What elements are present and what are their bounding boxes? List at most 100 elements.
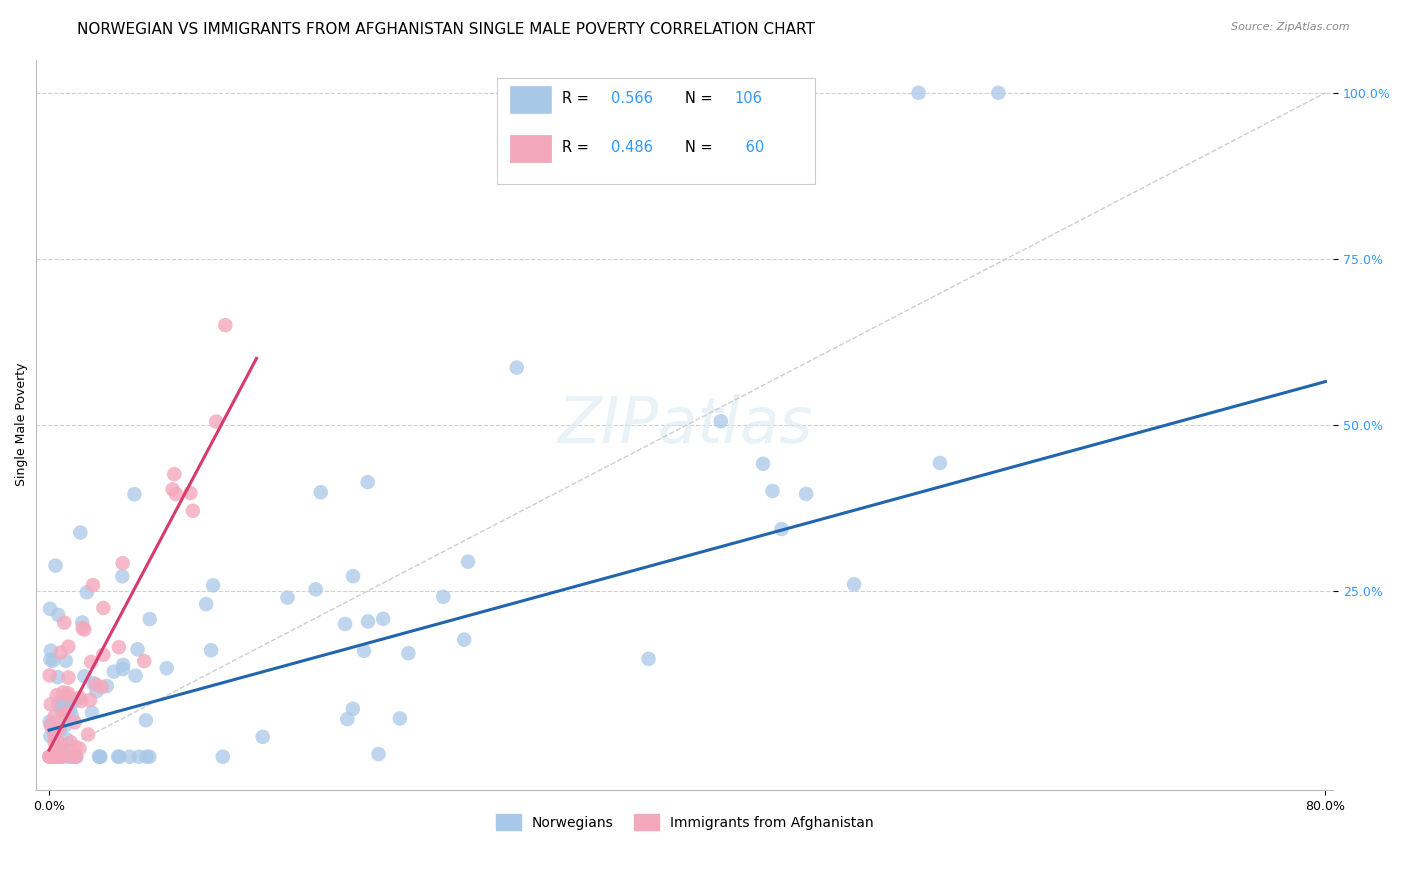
Point (112, 657, 135, 672)
Point (46, 670, 69, 684)
Point (59, 749, 82, 764)
Point (55, 654, 77, 668)
Point (70, 694, 93, 708)
Point (929, 456, 952, 470)
Point (63, 749, 86, 764)
Point (39, 718, 62, 732)
Y-axis label: Single Male Poverty: Single Male Poverty (15, 363, 28, 486)
Point (107, 749, 129, 764)
Point (96, 679, 118, 693)
Point (637, 652, 659, 666)
Point (46, 749, 69, 764)
Point (52, 699, 75, 714)
Point (49, 743, 72, 757)
Point (39, 729, 62, 743)
Point (52, 707, 75, 722)
Text: 0.566: 0.566 (612, 91, 652, 106)
Text: NORWEGIAN VS IMMIGRANTS FROM AFGHANISTAN SINGLE MALE POVERTY CORRELATION CHART: NORWEGIAN VS IMMIGRANTS FROM AFGHANISTAN… (77, 22, 815, 37)
Point (87, 749, 110, 764)
Point (56, 686, 79, 700)
Point (65, 749, 87, 764)
Point (65, 749, 87, 764)
Point (42, 749, 65, 764)
Point (45, 688, 67, 702)
Point (39, 643, 62, 657)
Bar (510, 86, 551, 113)
Point (56, 689, 79, 703)
Point (432, 590, 454, 604)
Point (44, 723, 66, 738)
Point (205, 415, 228, 429)
Text: 106: 106 (734, 91, 762, 106)
Point (48, 698, 70, 712)
Point (63, 715, 86, 730)
Point (111, 556, 134, 570)
Legend: Norwegians, Immigrants from Afghanistan: Norwegians, Immigrants from Afghanistan (491, 808, 880, 836)
Point (91, 680, 114, 694)
Point (59, 735, 82, 749)
Point (72, 621, 94, 635)
Point (48, 740, 70, 755)
Point (202, 578, 225, 592)
Point (86, 684, 108, 698)
Point (89, 749, 111, 764)
Point (388, 711, 411, 725)
Point (59, 695, 82, 709)
Point (38, 749, 60, 764)
Point (38, 714, 60, 729)
Point (134, 654, 156, 668)
Point (127, 642, 149, 657)
Point (82, 578, 104, 592)
Point (55, 732, 77, 747)
Point (51, 704, 73, 718)
Point (987, 86, 1010, 100)
Point (276, 591, 298, 605)
Point (69, 741, 91, 756)
Point (52, 739, 75, 753)
Text: R =: R = (561, 140, 593, 154)
Point (342, 702, 364, 716)
Point (51, 749, 73, 764)
Point (333, 617, 356, 632)
Point (135, 749, 157, 764)
Text: R =: R = (561, 91, 593, 106)
Point (46, 607, 69, 622)
Point (42, 749, 65, 764)
Bar (510, 135, 551, 161)
Point (135, 714, 157, 728)
Point (752, 457, 775, 471)
Point (45, 730, 67, 744)
Point (124, 669, 146, 683)
Point (55, 706, 77, 720)
Point (65, 749, 87, 764)
Point (58, 640, 80, 654)
Point (60, 708, 83, 723)
Point (44, 728, 66, 742)
Point (73, 669, 96, 683)
Point (59, 702, 82, 716)
Point (39, 652, 62, 666)
Point (214, 318, 236, 333)
Point (373, 612, 395, 626)
Text: ZIPatlas: ZIPatlas (557, 393, 813, 456)
Point (48, 721, 70, 735)
Point (41, 749, 63, 764)
Point (39, 717, 62, 731)
Point (44, 735, 66, 749)
Point (305, 582, 328, 597)
Text: 60: 60 (741, 140, 763, 154)
Point (396, 646, 419, 660)
Point (42, 749, 65, 764)
Point (51, 748, 73, 763)
Point (82, 676, 104, 690)
Point (91, 648, 114, 662)
Point (156, 661, 179, 675)
Point (195, 597, 218, 611)
Point (76, 585, 98, 599)
Point (794, 487, 817, 501)
Point (761, 483, 783, 498)
Point (49, 749, 72, 764)
Point (48, 749, 70, 764)
Point (51, 749, 73, 764)
Text: Source: ZipAtlas.com: Source: ZipAtlas.com (1232, 22, 1350, 32)
